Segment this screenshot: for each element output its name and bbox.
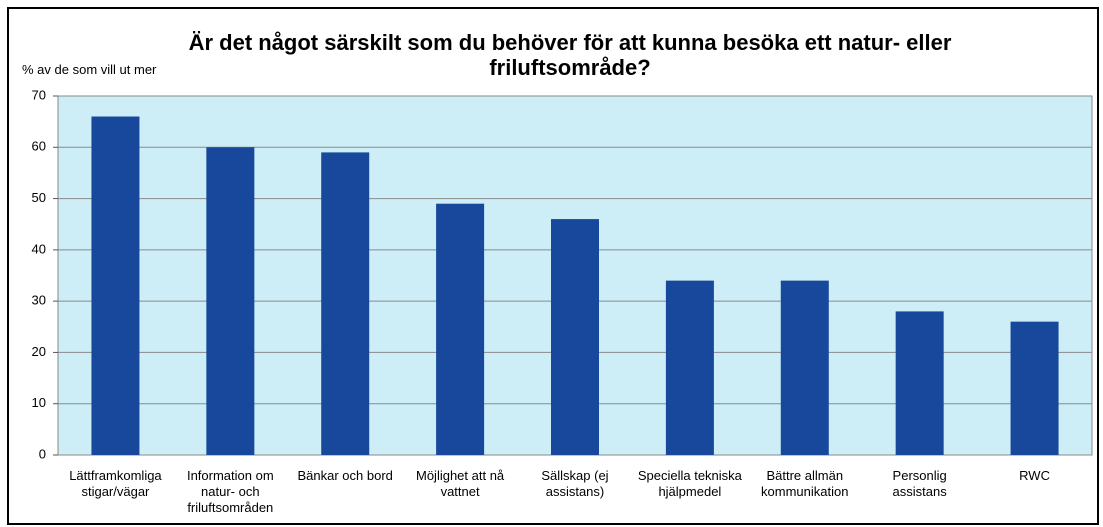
x-tick-label: RWC <box>1019 468 1050 483</box>
x-tick-label: Bänkar och bord <box>297 468 393 483</box>
bar <box>551 219 599 455</box>
chart-title: Är det något särskilt som du behöver för… <box>188 30 952 80</box>
y-tick-label: 60 <box>32 139 46 154</box>
y-axis-label: % av de som vill ut mer <box>22 62 157 77</box>
y-tick-label: 20 <box>32 344 46 359</box>
y-tick-label: 10 <box>32 395 46 410</box>
y-tick-label: 50 <box>32 190 46 205</box>
y-tick-label: 70 <box>32 87 46 102</box>
y-tick-label: 40 <box>32 241 46 256</box>
bar <box>91 116 140 455</box>
x-tick-label: Möjlighet att nå vattnet <box>416 468 505 499</box>
x-tick-label: Bättre allmän kommunikation <box>761 468 849 499</box>
bar <box>1010 321 1059 455</box>
x-tick-label: Information om natur- och friluftsområde… <box>186 468 274 515</box>
bar <box>206 147 255 456</box>
bar <box>780 280 829 455</box>
y-tick-label: 30 <box>32 293 46 308</box>
bar <box>436 203 485 455</box>
x-tick-label: Personlig assistans <box>892 468 947 499</box>
x-tick-label: Lättframkomliga stigar/vägar <box>69 468 162 499</box>
y-tick-label: 0 <box>39 446 46 461</box>
x-tick-label: Sällskap (ej assistans) <box>541 468 609 499</box>
x-tick-label: Speciella tekniska hjälpmedel <box>637 468 742 499</box>
bar <box>895 311 944 455</box>
bar <box>665 280 714 455</box>
bar <box>321 152 370 455</box>
